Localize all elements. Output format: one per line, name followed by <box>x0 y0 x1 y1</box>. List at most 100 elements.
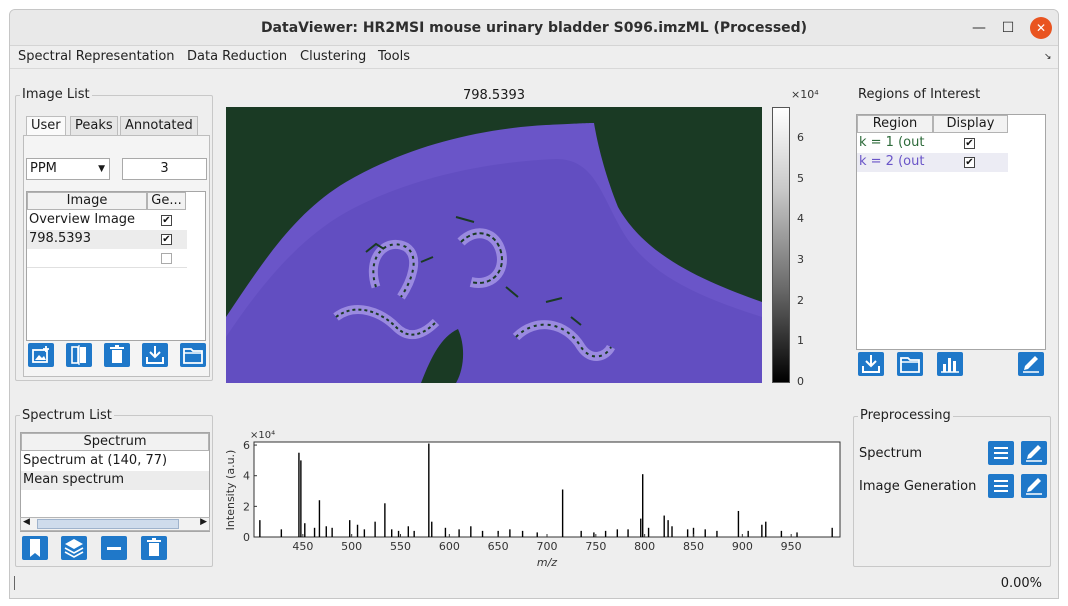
generate-checkbox[interactable] <box>161 253 172 264</box>
colorbar-tick: 0 <box>797 375 804 388</box>
image-table: Image Ge... Overview Image 798.5393 ✔ ✔ <box>26 191 206 341</box>
column-header-region[interactable]: Region <box>857 115 933 133</box>
x-tick-label: 650 <box>488 540 509 553</box>
table-row[interactable]: k = 1 (out <box>857 134 1008 153</box>
x-tick-label: 750 <box>585 540 606 553</box>
table-row[interactable]: k = 2 (out <box>857 153 1008 172</box>
colorbar-tick: 4 <box>797 212 804 225</box>
scrollbar-thumb[interactable] <box>37 519 179 529</box>
menu-bar: Spectral Representation Data Reduction C… <box>10 47 1058 69</box>
y-tick-label: 0 <box>243 531 250 544</box>
app-window: DataViewer: HR2MSI mouse urinary bladder… <box>9 9 1059 599</box>
bookmark-spectrum-button[interactable] <box>22 536 48 560</box>
x-tick-label: 900 <box>732 540 753 553</box>
chevron-down-icon: ▼ <box>98 164 105 174</box>
open-region-button[interactable] <box>897 352 923 376</box>
window-title: DataViewer: HR2MSI mouse urinary bladder… <box>260 20 808 36</box>
colorbar-tick: 6 <box>797 131 804 144</box>
spectrum-preprocessing-list-button[interactable] <box>988 441 1014 465</box>
colorbar <box>772 107 790 383</box>
tab-user[interactable]: User <box>26 116 66 136</box>
folder-icon <box>900 357 920 373</box>
maximize-button[interactable]: ☐ <box>1001 20 1015 36</box>
regions-table: Region Display k = 1 (out k = 2 (out ✔ ✔ <box>856 114 1046 350</box>
y-tick-label: 2 <box>243 500 250 513</box>
table-row[interactable]: Mean spectrum <box>21 471 209 490</box>
generate-checkbox[interactable]: ✔ <box>161 215 172 226</box>
spectrum-plot[interactable]: ×10⁴ 450 500 550 600 650 700 750 800 850 900 950 0… <box>220 428 850 570</box>
compare-icon <box>71 345 86 365</box>
spectrum-name: Spectrum at (140, 77) <box>23 453 168 468</box>
bookmark-icon <box>30 539 40 557</box>
trash-icon <box>110 345 124 363</box>
trash-icon <box>147 538 161 556</box>
unit-select[interactable]: PPM ▼ <box>26 158 110 180</box>
list-icon <box>994 480 1008 492</box>
pencil-icon <box>1023 356 1039 373</box>
column-header-spectrum[interactable]: Spectrum <box>21 433 209 451</box>
table-row[interactable]: Overview Image <box>27 211 187 230</box>
generate-checkbox[interactable]: ✔ <box>161 234 172 245</box>
delete-image-button[interactable] <box>104 343 130 367</box>
display-checkbox[interactable]: ✔ <box>964 138 975 149</box>
colorbar-tick: 1 <box>797 334 804 347</box>
scroll-left-icon[interactable]: ◀ <box>23 517 30 527</box>
region-stats-button[interactable] <box>937 352 963 376</box>
export-region-button[interactable] <box>858 352 884 376</box>
tab-peaks[interactable]: Peaks <box>70 116 118 136</box>
x-ticks-group: 450 500 550 600 650 700 750 800 850 900 950 <box>292 534 802 553</box>
menu-spectral-representation[interactable]: Spectral Representation <box>18 49 175 64</box>
y-axis-label: Intensity (a.u.) <box>224 450 237 531</box>
ion-image[interactable] <box>226 107 762 383</box>
image-generation-list-button[interactable] <box>988 474 1014 498</box>
download-icon <box>862 355 880 373</box>
x-axis-label: m/z <box>537 556 557 569</box>
y-axis-exponent: ×10⁴ <box>250 430 275 441</box>
spectrum-preprocessing-edit-button[interactable] <box>1021 441 1047 465</box>
plot-area <box>253 441 841 538</box>
edit-region-button[interactable] <box>1018 352 1044 376</box>
regions-label: Regions of Interest <box>856 87 983 102</box>
minus-icon <box>107 547 121 550</box>
close-button[interactable]: ✕ <box>1030 17 1052 39</box>
image-generation-edit-button[interactable] <box>1021 474 1047 498</box>
download-icon <box>146 346 164 364</box>
colorbar-tick: 2 <box>797 294 804 307</box>
tab-annotated[interactable]: Annotated <box>120 116 198 136</box>
image-list-label: Image List <box>20 87 92 102</box>
menu-tools[interactable]: Tools <box>378 49 411 64</box>
x-tick-label: 700 <box>537 540 558 553</box>
menu-data-reduction[interactable]: Data Reduction <box>187 49 288 64</box>
x-tick-label: 950 <box>781 540 802 553</box>
column-header-image[interactable]: Image <box>27 192 147 210</box>
region-name: k = 1 (out <box>859 135 925 150</box>
image-name: Overview Image <box>29 212 136 227</box>
table-row[interactable] <box>27 249 187 268</box>
unit-select-value: PPM <box>30 161 57 176</box>
bar-chart-icon <box>941 358 959 373</box>
column-header-display[interactable]: Display <box>933 115 1008 133</box>
export-image-button[interactable] <box>142 343 168 367</box>
delete-spectrum-button[interactable] <box>141 536 167 560</box>
compare-image-button[interactable] <box>66 343 92 367</box>
tolerance-input[interactable]: 3 <box>122 158 207 180</box>
menu-clustering[interactable]: Clustering <box>300 49 367 64</box>
add-image-button[interactable] <box>28 343 54 367</box>
x-tick-label: 800 <box>634 540 655 553</box>
table-row[interactable]: 798.5393 <box>27 230 187 249</box>
add-image-icon <box>32 346 49 363</box>
remove-spectrum-button[interactable] <box>101 536 127 560</box>
scroll-right-icon[interactable]: ▶ <box>200 517 207 527</box>
spectrum-table: Spectrum Spectrum at (140, 77) Mean spec… <box>20 432 210 532</box>
layers-spectrum-button[interactable] <box>61 536 87 560</box>
y-tick-label: 6 <box>243 439 250 452</box>
open-folder-button[interactable] <box>180 343 206 367</box>
table-row[interactable]: Spectrum at (140, 77) <box>21 452 209 471</box>
peaks-group <box>259 443 833 537</box>
spectrum-list-label: Spectrum List <box>20 408 114 423</box>
display-checkbox[interactable]: ✔ <box>964 157 975 168</box>
minimize-button[interactable]: — <box>972 20 986 36</box>
horizontal-scrollbar[interactable]: ◀ ▶ <box>20 517 210 531</box>
preprocessing-spectrum-label: Spectrum <box>859 446 922 461</box>
column-header-generate[interactable]: Ge... <box>147 192 186 210</box>
